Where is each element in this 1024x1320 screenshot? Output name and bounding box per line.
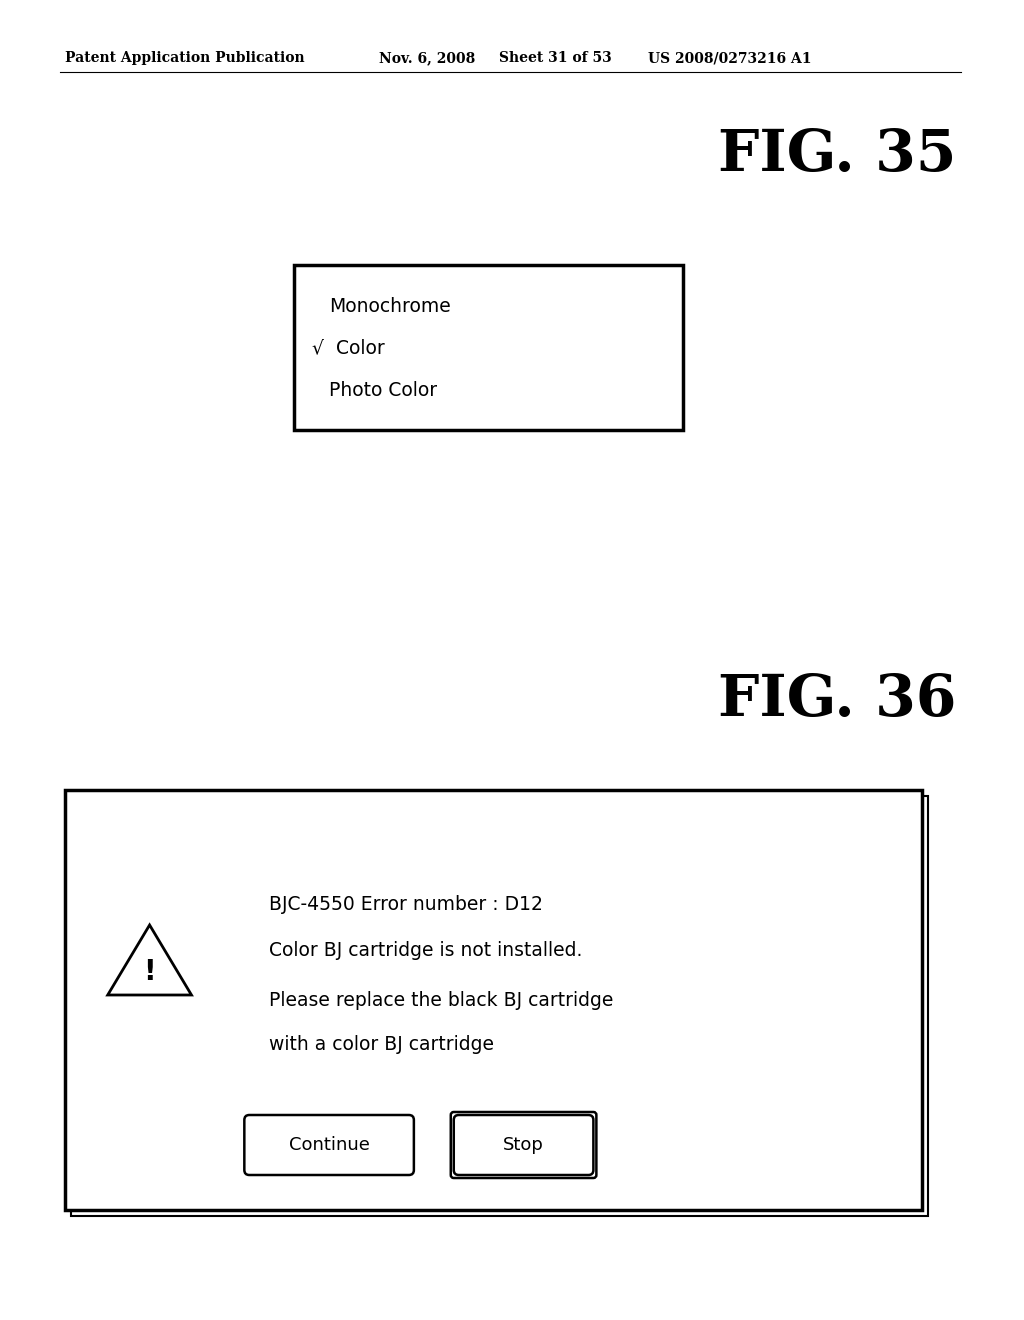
Text: √  Color: √ Color [312, 338, 385, 358]
Text: Please replace the black BJ cartridge: Please replace the black BJ cartridge [269, 990, 613, 1010]
Text: FIG. 35: FIG. 35 [718, 127, 956, 183]
Text: Stop: Stop [503, 1137, 544, 1154]
Text: Photo Color: Photo Color [329, 380, 437, 400]
FancyBboxPatch shape [245, 1115, 414, 1175]
Text: BJC-4550 Error number : D12: BJC-4550 Error number : D12 [269, 895, 543, 915]
Text: Continue: Continue [289, 1137, 370, 1154]
Text: FIG. 36: FIG. 36 [718, 672, 956, 729]
FancyBboxPatch shape [454, 1115, 593, 1175]
Text: US 2008/0273216 A1: US 2008/0273216 A1 [648, 51, 812, 65]
Text: Color BJ cartridge is not installed.: Color BJ cartridge is not installed. [269, 940, 583, 960]
FancyBboxPatch shape [451, 1111, 596, 1177]
Text: with a color BJ cartridge: with a color BJ cartridge [269, 1035, 495, 1055]
Text: Nov. 6, 2008: Nov. 6, 2008 [379, 51, 475, 65]
Text: Monochrome: Monochrome [329, 297, 451, 317]
Bar [294, 265, 683, 430]
Bar [65, 789, 923, 1210]
Bar [71, 796, 929, 1216]
Text: Patent Application Publication: Patent Application Publication [65, 51, 304, 65]
Text: Sheet 31 of 53: Sheet 31 of 53 [499, 51, 611, 65]
Text: !: ! [143, 958, 156, 986]
